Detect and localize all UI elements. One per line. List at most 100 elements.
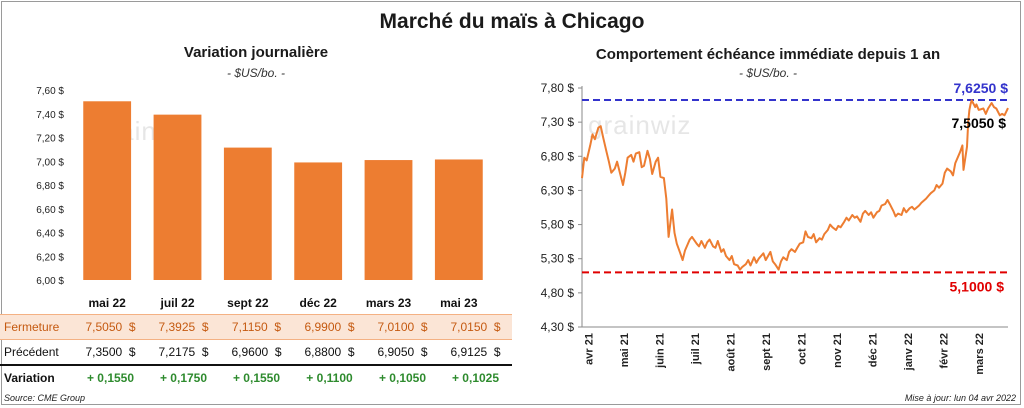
- x-tick-label: oct 21: [797, 333, 809, 365]
- y-tick-label: 4,80 $: [541, 286, 575, 300]
- currency-symbol: $: [201, 320, 209, 334]
- previous-row: Précédent 7,3500 $ 7,2175 $ 6,9600 $ 6,8…: [0, 339, 512, 366]
- close-cell: 7,0150 $: [439, 314, 512, 340]
- currency-symbol: $: [128, 320, 136, 334]
- close-value: 7,1150: [231, 320, 268, 334]
- y-tick-label: 6,60 $: [36, 205, 64, 216]
- variation-value: + 0,1050: [378, 371, 427, 385]
- previous-cell: 6,8800 $: [293, 339, 366, 366]
- variation-value: + 0,1550: [232, 371, 281, 385]
- x-tick-label: déc 21: [868, 333, 880, 367]
- y-tick-label: 6,00 $: [36, 276, 64, 287]
- currency-symbol: $: [493, 320, 501, 334]
- previous-value: 7,3500: [85, 345, 123, 359]
- x-tick-label: janv 22: [903, 333, 915, 371]
- bar: [434, 159, 483, 280]
- left-chart-title: Variation journalière: [183, 44, 329, 61]
- currency-symbol: $: [274, 345, 282, 359]
- right-chart-title: Comportement échéance immédiate depuis 1…: [595, 46, 941, 63]
- page-title: Marché du maïs à Chicago: [379, 10, 645, 33]
- previous-cell: 7,3500 $: [74, 339, 147, 366]
- bar: [153, 114, 202, 280]
- x-tick-label: août 21: [726, 333, 738, 372]
- close-cell: 7,0100 $: [366, 314, 439, 340]
- x-tick-label: nov 21: [832, 333, 844, 368]
- x-tick-label: déc 22: [299, 296, 337, 310]
- currency-symbol: $: [347, 320, 355, 334]
- y-tick-label: 7,30 $: [541, 115, 575, 129]
- update-note: Mise à jour: lun 04 avr 2022: [904, 393, 1016, 403]
- previous-value: 7,2175: [158, 345, 196, 359]
- y-tick-label: 7,80 $: [541, 81, 575, 95]
- min-value-label: 5,1000 $: [950, 278, 1005, 294]
- front-month-line-chart: 4,30 $ 4,80 $ 5,30 $ 5,80 $ 6,30 $ 6,80 $ 7,30…: [541, 80, 1009, 375]
- previous-cell: 6,9125 $: [439, 339, 512, 366]
- y-tick-label: 7,40 $: [36, 110, 64, 121]
- close-cell: 7,5050 $: [74, 314, 147, 340]
- close-cell: 6,9900 $: [293, 314, 366, 340]
- price-series-line: [581, 99, 1009, 271]
- row-label-variation: Variation: [4, 371, 55, 385]
- previous-value: 6,8800: [304, 345, 342, 359]
- y-tick-label: 6,40 $: [36, 229, 64, 240]
- y-tick-label: 5,30 $: [541, 252, 575, 266]
- x-tick-label: sept 21: [761, 333, 773, 371]
- x-tick-label: sept 22: [227, 296, 269, 310]
- variation-value: + 0,1100: [306, 371, 353, 385]
- close-value: 7,0100: [377, 320, 415, 334]
- currency-symbol: $: [420, 345, 428, 359]
- y-tick-label: 5,80 $: [541, 218, 575, 232]
- bar: [223, 147, 272, 280]
- bar: [83, 101, 132, 280]
- currency-symbol: $: [347, 345, 355, 359]
- x-tick-label: mai 23: [440, 296, 478, 310]
- currency-symbol: $: [128, 345, 136, 359]
- last-value-label: 7,5050 $: [952, 115, 1007, 131]
- variation-value: + 0,1025: [451, 371, 500, 385]
- y-tick-label: 6,80 $: [541, 149, 575, 163]
- y-tick-label: 6,80 $: [36, 181, 64, 192]
- bar: [294, 162, 343, 280]
- previous-cell: 6,9600 $: [220, 339, 293, 366]
- x-tick-label: juil 22: [159, 296, 194, 310]
- x-tick-label: févr 22: [939, 333, 951, 368]
- currency-symbol: $: [274, 320, 282, 334]
- close-cell: 7,3925 $: [147, 314, 220, 340]
- close-value: 7,3925: [158, 320, 196, 334]
- close-value: 6,9900: [304, 320, 342, 334]
- left-chart-unit: - $US/bo. -: [226, 66, 286, 80]
- source-note: Source: CME Group: [4, 393, 86, 403]
- bar: [364, 160, 413, 280]
- currency-symbol: $: [420, 320, 428, 334]
- previous-value: 6,9125: [450, 345, 488, 359]
- currency-symbol: $: [201, 345, 209, 359]
- x-tick-label: mars 23: [366, 296, 412, 310]
- right-watermark: grainwiz: [588, 110, 692, 140]
- previous-cell: 6,9050 $: [366, 339, 439, 366]
- x-tick-label: mars 22: [974, 333, 986, 375]
- y-tick-label: 7,20 $: [36, 134, 64, 145]
- y-tick-label: 4,30 $: [541, 320, 575, 334]
- x-tick-label: avr 21: [584, 333, 596, 365]
- row-label-previous: Précédent: [0, 339, 74, 366]
- max-value-label: 7,6250 $: [954, 80, 1009, 96]
- variation-value: + 0,1750: [159, 371, 208, 385]
- daily-variation-bar-chart: 6,00 $ 6,20 $ 6,40 $ 6,60 $ 6,80 $ 7,00 $ 7,20…: [36, 86, 483, 310]
- previous-value: 6,9600: [231, 345, 269, 359]
- previous-value: 6,9050: [377, 345, 415, 359]
- variation-row: Variation + 0,1550 + 0,1750 + 0,1550 + 0…: [0, 365, 512, 390]
- currency-symbol: $: [493, 345, 501, 359]
- row-label-close: Fermeture: [0, 314, 74, 340]
- x-tick-label: juil 21: [690, 333, 702, 365]
- close-cell: 7,1150 $: [220, 314, 293, 340]
- y-tick-label: 7,00 $: [36, 157, 64, 168]
- x-tick-label: juin 21: [655, 333, 667, 369]
- close-value: 7,5050: [85, 320, 123, 334]
- close-value: 7,0150: [450, 320, 488, 334]
- daily-quotes-table: Fermeture 7,5050 $ 7,3925 $ 7,1150 $ 6,9…: [0, 314, 512, 390]
- y-tick-label: 7,60 $: [36, 86, 64, 97]
- x-tick-label: mai 22: [88, 296, 126, 310]
- previous-cell: 7,2175 $: [147, 339, 220, 366]
- y-tick-label: 6,20 $: [36, 252, 64, 263]
